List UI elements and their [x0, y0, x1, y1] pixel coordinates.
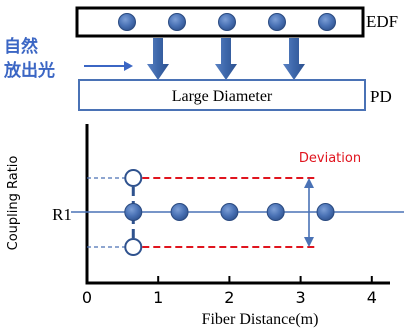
- detector-label: PD: [370, 87, 392, 106]
- deviation-arrow-head-down: [304, 237, 314, 247]
- pd-arrow: [215, 38, 237, 80]
- x-tick-label: 1: [153, 288, 163, 307]
- data-point: [220, 203, 239, 221]
- spontaneous-label-line1: 自然: [4, 36, 38, 57]
- deviation-arrow-head-up: [304, 178, 314, 188]
- y-axis-label: Coupling Ratio: [6, 156, 21, 251]
- x-tick-label: 2: [224, 288, 234, 307]
- lower-bound-circle: [124, 238, 143, 256]
- pd-arrow: [283, 38, 305, 80]
- spontaneous-label-line2: 放出光: [3, 60, 55, 81]
- data-point: [124, 203, 143, 221]
- fiber-dot: [118, 13, 136, 31]
- spontaneous-arrow: [84, 61, 133, 71]
- r1-label: R1: [52, 205, 72, 224]
- data-point: [266, 203, 285, 221]
- upper-bound-circle: [124, 169, 143, 187]
- fiber-dot: [218, 13, 236, 31]
- x-axis-label: Fiber Distance(m): [202, 311, 319, 328]
- fiber-dot: [268, 13, 286, 31]
- data-point: [316, 203, 335, 221]
- pd-arrow: [147, 38, 169, 80]
- detector-box: [78, 79, 366, 111]
- pd-arrows: [147, 38, 305, 80]
- x-tick-label: 0: [82, 288, 92, 307]
- fiber-dot: [318, 13, 336, 31]
- detector-box-label: Large Diameter: [172, 88, 273, 105]
- x-tick-label: 3: [296, 288, 306, 307]
- data-point: [170, 203, 189, 221]
- x-tick-label: 4: [367, 288, 377, 307]
- coupling-chart: Coupling Ratio R1 Deviation Fiber Distan…: [6, 124, 404, 328]
- fiber-label: EDF: [366, 12, 398, 31]
- deviation-label: Deviation: [299, 151, 361, 166]
- fiber-dot: [168, 13, 186, 31]
- fiber-dots: [118, 13, 336, 31]
